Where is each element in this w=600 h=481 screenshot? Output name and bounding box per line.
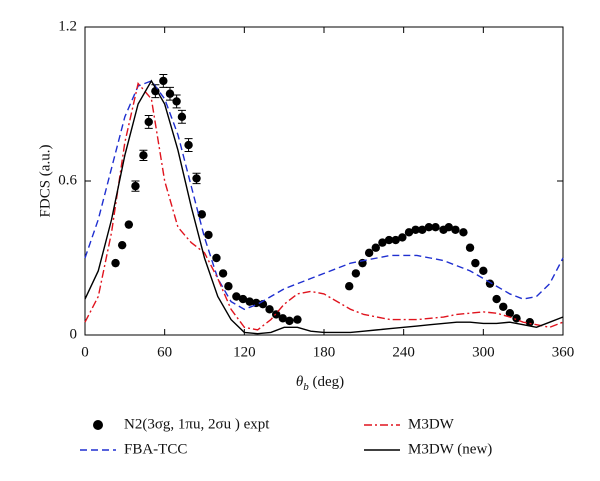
x-label-subscript: b bbox=[303, 381, 309, 393]
y-tick-label: 0.6 bbox=[58, 172, 77, 188]
y-axis-label: FDCS (a.u.) bbox=[37, 145, 53, 218]
data-point bbox=[278, 314, 288, 323]
x-tick-label: 300 bbox=[472, 344, 495, 360]
x-tick-label: 240 bbox=[392, 344, 415, 360]
data-point bbox=[238, 294, 248, 304]
data-point bbox=[459, 228, 468, 237]
x-tick-label: 0 bbox=[81, 344, 89, 360]
data-point bbox=[224, 282, 233, 291]
data-point bbox=[131, 181, 140, 191]
data-point bbox=[444, 223, 454, 232]
data-point bbox=[139, 151, 148, 160]
x-axis-label: θb (deg) bbox=[296, 374, 344, 392]
legend-label: M3DW bbox=[408, 416, 455, 432]
data-point bbox=[411, 225, 420, 234]
data-point bbox=[111, 258, 120, 268]
data-point bbox=[144, 117, 153, 127]
x-tick-label: 180 bbox=[313, 344, 336, 360]
data-point bbox=[177, 112, 187, 122]
x-tick-label: 360 bbox=[552, 344, 575, 360]
y-tick-label: 1.2 bbox=[58, 18, 77, 34]
x-label-unit: (deg) bbox=[309, 374, 344, 390]
data-point bbox=[398, 233, 407, 242]
x-tick-label: 120 bbox=[233, 344, 256, 360]
curve bbox=[84, 81, 564, 331]
data-point bbox=[378, 238, 387, 247]
data-point bbox=[293, 315, 302, 324]
legend-label: N2(3σg, 1πu, 2σu ) expt bbox=[124, 416, 270, 432]
data-point bbox=[245, 297, 254, 306]
data-point bbox=[384, 235, 394, 245]
data-point bbox=[505, 308, 515, 318]
data-point bbox=[184, 140, 193, 150]
data-point bbox=[371, 243, 380, 252]
data-point bbox=[124, 220, 134, 229]
curve bbox=[84, 79, 564, 335]
data-point bbox=[471, 258, 480, 268]
plot-frame bbox=[84, 26, 564, 336]
data-point bbox=[391, 235, 400, 245]
legend-label: M3DW (new) bbox=[408, 441, 492, 457]
data-point bbox=[364, 248, 374, 258]
data-point bbox=[479, 266, 488, 276]
data-point bbox=[404, 228, 414, 237]
data-point bbox=[159, 76, 168, 86]
x-label-symbol: θ bbox=[296, 374, 304, 390]
legend-label: FBA-TCC bbox=[124, 441, 187, 457]
data-point bbox=[265, 305, 274, 314]
data-point bbox=[204, 230, 213, 240]
data-point bbox=[172, 97, 181, 106]
data-point bbox=[117, 240, 127, 250]
data-point bbox=[351, 269, 361, 278]
data-point bbox=[431, 223, 440, 232]
curve bbox=[84, 80, 564, 311]
x-tick-label: 60 bbox=[157, 344, 172, 360]
data-point bbox=[512, 314, 521, 323]
data-point bbox=[499, 302, 508, 311]
data-point bbox=[345, 282, 354, 291]
data-point bbox=[232, 292, 241, 301]
data-point bbox=[492, 294, 501, 304]
data-point bbox=[525, 317, 535, 327]
data-point bbox=[197, 210, 207, 219]
legend-marker bbox=[93, 420, 103, 430]
data-point bbox=[212, 253, 221, 263]
y-tick-label: 0 bbox=[70, 326, 78, 342]
data-point bbox=[465, 243, 475, 252]
data-point bbox=[418, 225, 427, 234]
data-point bbox=[451, 225, 460, 234]
data-point bbox=[285, 316, 294, 326]
data-point bbox=[165, 89, 175, 98]
data-point bbox=[424, 223, 434, 232]
data-point bbox=[192, 174, 201, 183]
data-point bbox=[218, 269, 228, 278]
